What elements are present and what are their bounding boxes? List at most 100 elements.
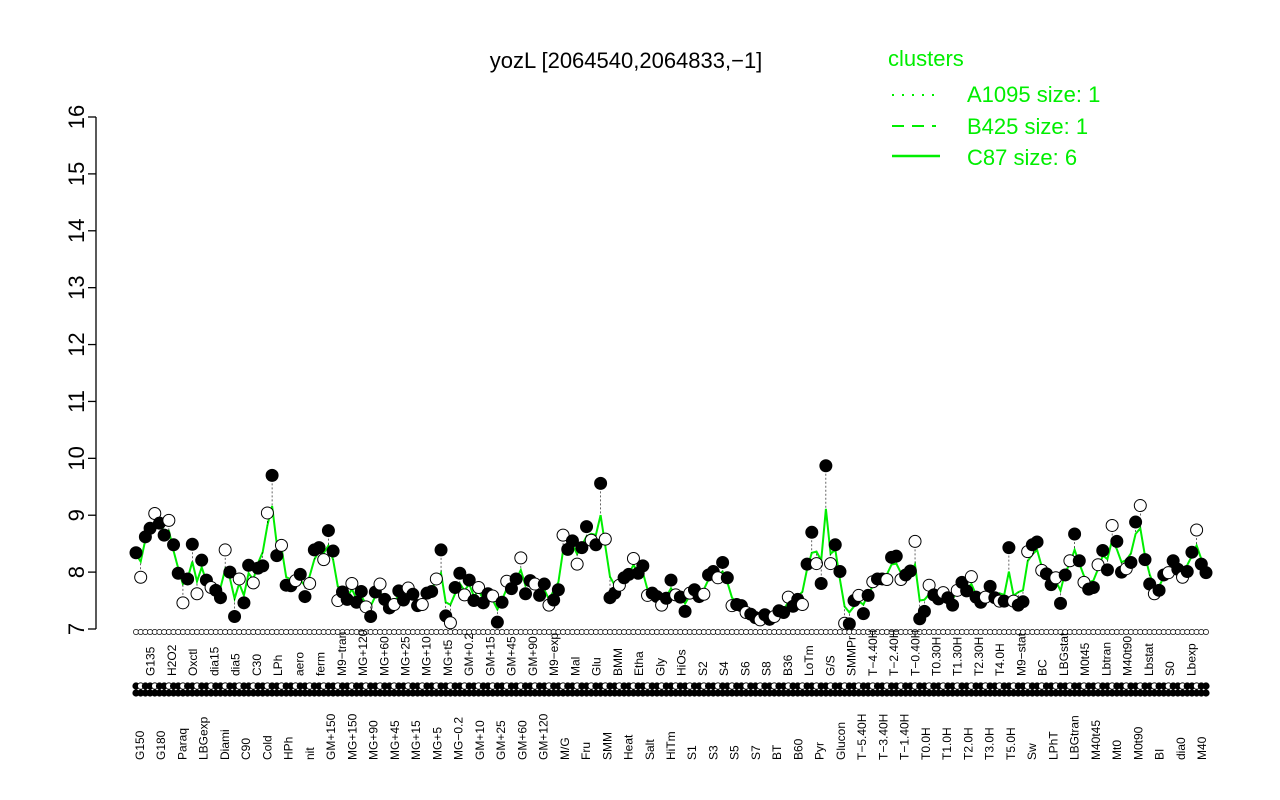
data-point: [1105, 518, 1119, 532]
x-tick-label: LPh: [271, 655, 285, 676]
data-point: [626, 551, 640, 565]
x-tick-label: M0t90: [1131, 726, 1145, 760]
y-tick-label: 14: [64, 219, 89, 243]
data-point: [1138, 553, 1152, 567]
x-tick-label: Gly: [653, 658, 667, 676]
x-tick-label: Glucon: [834, 722, 848, 760]
data-point: [274, 538, 288, 552]
data-point: [519, 587, 533, 601]
data-point: [598, 532, 612, 546]
x-tick-label: T−4.40H: [866, 630, 880, 676]
data-point: [777, 606, 791, 620]
data-point: [162, 513, 176, 527]
x-tick-label: Lbtran: [1099, 642, 1113, 676]
x-tick-label: G/S: [823, 655, 837, 676]
data-point: [373, 577, 387, 591]
y-tick-label: 13: [64, 275, 89, 299]
x-tick-label: BT: [770, 744, 784, 760]
x-tick-label: B36: [781, 654, 795, 676]
x-tick-label: T1.0H: [940, 727, 954, 760]
data-point: [453, 566, 467, 580]
y-axis-ticks: 7 8 9 10 11 12 13 14 15 16: [64, 105, 96, 635]
data-point: [429, 572, 443, 586]
x-tick-label: Etha: [632, 651, 646, 676]
x-tick-label: MG+90: [367, 720, 381, 760]
data-point: [580, 520, 594, 534]
data-point: [903, 564, 917, 578]
data-point: [443, 616, 457, 630]
x-tick-label: M40t45: [1089, 720, 1103, 760]
data-point: [556, 528, 570, 542]
data-point: [551, 583, 565, 597]
legend-entry-0: A1095 size: 1: [967, 82, 1100, 107]
x-tick-label: MG+150: [345, 713, 359, 760]
data-point: [805, 525, 819, 539]
x-tick-label: dia0: [1174, 737, 1188, 760]
data-point: [819, 459, 833, 473]
data-point: [1054, 596, 1068, 610]
x-tick-label: GM+150: [324, 713, 338, 760]
data-point: [458, 588, 472, 602]
data-point: [720, 571, 734, 585]
x-tick-label: BMM: [611, 648, 625, 676]
y-tick-label: 10: [64, 446, 89, 470]
y-tick-label: 8: [64, 566, 89, 578]
x-tick-label: S5: [728, 745, 742, 760]
data-point: [345, 576, 359, 590]
x-tick-label: GM+60: [515, 720, 529, 760]
x-tick-label: Mt0: [1110, 740, 1124, 760]
data-point: [570, 557, 584, 571]
x-tick-label: GM+10: [473, 720, 487, 760]
x-tick-label: GM+0.2: [462, 633, 476, 676]
x-tick-label: GM+25: [494, 720, 508, 760]
data-point: [889, 549, 903, 563]
x-tick-label: M9−exp: [547, 633, 561, 676]
x-tick-label: S7: [749, 745, 763, 760]
data-point: [1152, 583, 1166, 597]
data-point: [495, 595, 509, 609]
data-point: [537, 577, 551, 591]
data-point: [434, 543, 448, 557]
data-point: [964, 570, 978, 584]
x-tick-label: BC: [1036, 659, 1050, 676]
x-tick-label: S2: [696, 661, 710, 676]
x-tick-label: T1.30H: [951, 637, 965, 676]
data-point: [167, 538, 181, 552]
x-tick-label: T0.30H: [930, 637, 944, 676]
data-point: [960, 584, 974, 598]
data-point: [880, 573, 894, 587]
y-tick-label: 9: [64, 509, 89, 521]
data-point: [678, 604, 692, 618]
x-tick-label: HiOs: [675, 649, 689, 676]
data-point: [326, 544, 340, 558]
data-point: [1133, 499, 1147, 513]
data-point: [814, 576, 828, 590]
rug-mark: [1203, 629, 1209, 635]
data-points: [129, 459, 1213, 631]
x-tick-label: H2O2: [165, 644, 179, 676]
data-point: [293, 567, 307, 581]
data-point: [303, 576, 317, 590]
rug-mark: [1202, 689, 1210, 697]
data-point: [908, 534, 922, 548]
data-point: [246, 576, 260, 590]
x-tick-label: Salt: [643, 739, 657, 760]
x-tick-label: T5.0H: [1004, 727, 1018, 760]
x-tick-label: T−5.40H: [855, 714, 869, 760]
x-tick-label: aero: [292, 652, 306, 676]
data-point: [636, 559, 650, 573]
x-tick-label: G150: [133, 730, 147, 760]
x-tick-label: LoTm: [802, 645, 816, 676]
x-tick-label: MG+60: [377, 636, 391, 676]
data-point: [415, 598, 429, 612]
data-point: [397, 593, 410, 607]
data-point: [861, 588, 875, 602]
x-tick-label: MG+t5: [441, 639, 455, 676]
x-tick-label: Lbstat: [1142, 643, 1156, 676]
data-point: [795, 598, 809, 612]
data-point: [232, 572, 246, 586]
x-tick-label: M/G: [558, 737, 572, 760]
x-tick-label: S4: [717, 661, 731, 676]
data-point: [406, 587, 420, 601]
